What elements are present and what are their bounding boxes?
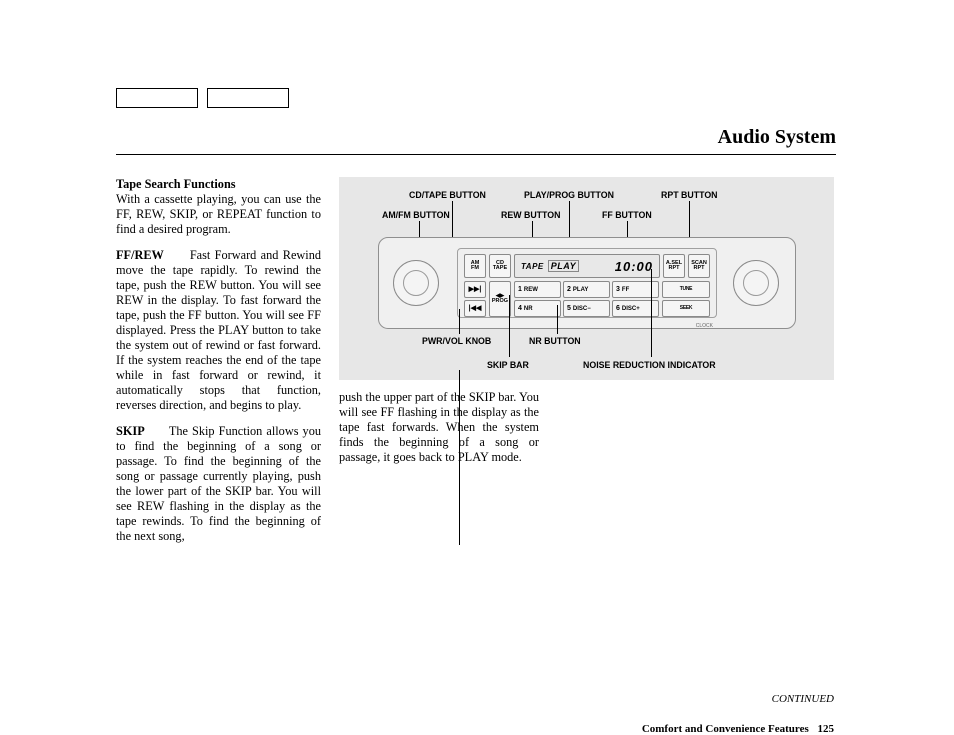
lcd-digits: 10:00 (615, 259, 653, 274)
preset-1-rew[interactable]: 1REW (514, 281, 561, 298)
tape-label: TAPE (493, 266, 507, 272)
preset-2-play[interactable]: 2PLAY (563, 281, 610, 298)
leader-line (651, 269, 652, 357)
ffrew-label: FF/REW (116, 248, 164, 262)
ffrew-para: FF/REW Fast Forward and Re­wind move the… (116, 248, 321, 413)
intro-text: With a cassette playing, you can use the… (116, 192, 321, 236)
page-title: Audio System (116, 126, 836, 155)
leader-line (509, 295, 510, 357)
label-rpt: RPT BUTTON (661, 190, 718, 200)
tune-knob[interactable] (733, 260, 779, 306)
bottom-button-row: ▶▶| |◀◀ ◀▶ PROG 1REW 2 (464, 281, 710, 317)
skip-up-button[interactable]: ▶▶| (464, 281, 486, 298)
right-continuation-text: push the upper part of the SKIP bar. You… (339, 390, 539, 465)
lcd-display: TAPE PLAY 10:00 (514, 254, 660, 278)
continued-marker: CONTINUED (772, 693, 834, 705)
cd-tape-button[interactable]: CD TAPE (489, 254, 511, 278)
leader-line (557, 305, 558, 334)
rpt-label-2: RPT (694, 266, 705, 272)
scan-rpt-button[interactable]: SCAN RPT (688, 254, 710, 278)
radio-unit: AM FM CD TAPE TAPE PLAY 10:00 (378, 237, 796, 329)
fm-label: FM (471, 266, 479, 272)
placeholder-box (207, 88, 289, 108)
prog-column: ◀▶ PROG (489, 281, 511, 317)
ffrew-text: Fast Forward and Re­wind move the tape r… (116, 248, 321, 412)
pwr-vol-knob[interactable] (393, 260, 439, 306)
label-noise-reduction: NOISE REDUCTION INDICATOR (583, 360, 716, 370)
column-divider (459, 370, 460, 545)
tune-seek-col: TUNE SEEK (662, 281, 710, 317)
skip-bar[interactable]: ▶▶| |◀◀ (464, 281, 486, 317)
page-footer: Comfort and Convenience Features 125 (642, 723, 834, 735)
skip-label: SKIP (116, 424, 145, 438)
tune-button[interactable]: TUNE (662, 281, 710, 298)
label-nr: NR BUTTON (529, 336, 581, 346)
prog-label: PROG (492, 299, 508, 305)
label-play-prog: PLAY/PROG BUTTON (524, 190, 614, 200)
top-button-row: AM FM CD TAPE TAPE PLAY 10:00 (464, 254, 710, 278)
skip-text: The Skip Function allows you to find the… (116, 424, 321, 543)
radio-face: AM FM CD TAPE TAPE PLAY 10:00 (457, 248, 717, 318)
skip-para: SKIP The Skip Function allows you to fin… (116, 424, 321, 544)
preset-grid: 1REW 2PLAY 3FF 4NR 5DISC− 6DISC+ (514, 281, 659, 317)
clock-label: CLOCK (696, 323, 713, 329)
label-pwr-vol: PWR/VOL KNOB (422, 336, 491, 346)
header-placeholder-boxes (116, 88, 836, 108)
label-rew: REW BUTTON (501, 210, 560, 220)
label-ff: FF BUTTON (602, 210, 652, 220)
label-am-fm: AM/FM BUTTON (382, 210, 450, 220)
am-fm-button[interactable]: AM FM (464, 254, 486, 278)
section-heading: Tape Search Functions (116, 177, 236, 191)
left-column: Tape Search Functions With a cassette pl… (116, 177, 321, 555)
skip-down-button[interactable]: |◀◀ (464, 300, 486, 317)
seek-button[interactable]: SEEK (662, 300, 710, 317)
radio-diagram: CD/TAPE BUTTON PLAY/PROG BUTTON RPT BUTT… (339, 177, 834, 380)
lcd-play-indicator: PLAY (548, 260, 579, 272)
preset-5[interactable]: 5DISC− (563, 300, 610, 317)
section-heading-para: Tape Search Functions With a cassette pl… (116, 177, 321, 237)
play-prog-button[interactable]: ◀▶ PROG (489, 281, 511, 317)
leader-line (459, 309, 460, 334)
rpt-label: RPT (669, 266, 680, 272)
footer-page-number: 125 (818, 723, 835, 735)
placeholder-box (116, 88, 198, 108)
asel-rpt-button[interactable]: A.SEL RPT (663, 254, 685, 278)
label-skip-bar: SKIP BAR (487, 360, 529, 370)
right-column: CD/TAPE BUTTON PLAY/PROG BUTTON RPT BUTT… (339, 177, 834, 555)
preset-4-nr[interactable]: 4NR (514, 300, 561, 317)
footer-section: Comfort and Convenience Features (642, 723, 809, 735)
content-columns: Tape Search Functions With a cassette pl… (116, 177, 836, 555)
lcd-tape-indicator: TAPE (521, 262, 544, 271)
label-cd-tape: CD/TAPE BUTTON (409, 190, 486, 200)
